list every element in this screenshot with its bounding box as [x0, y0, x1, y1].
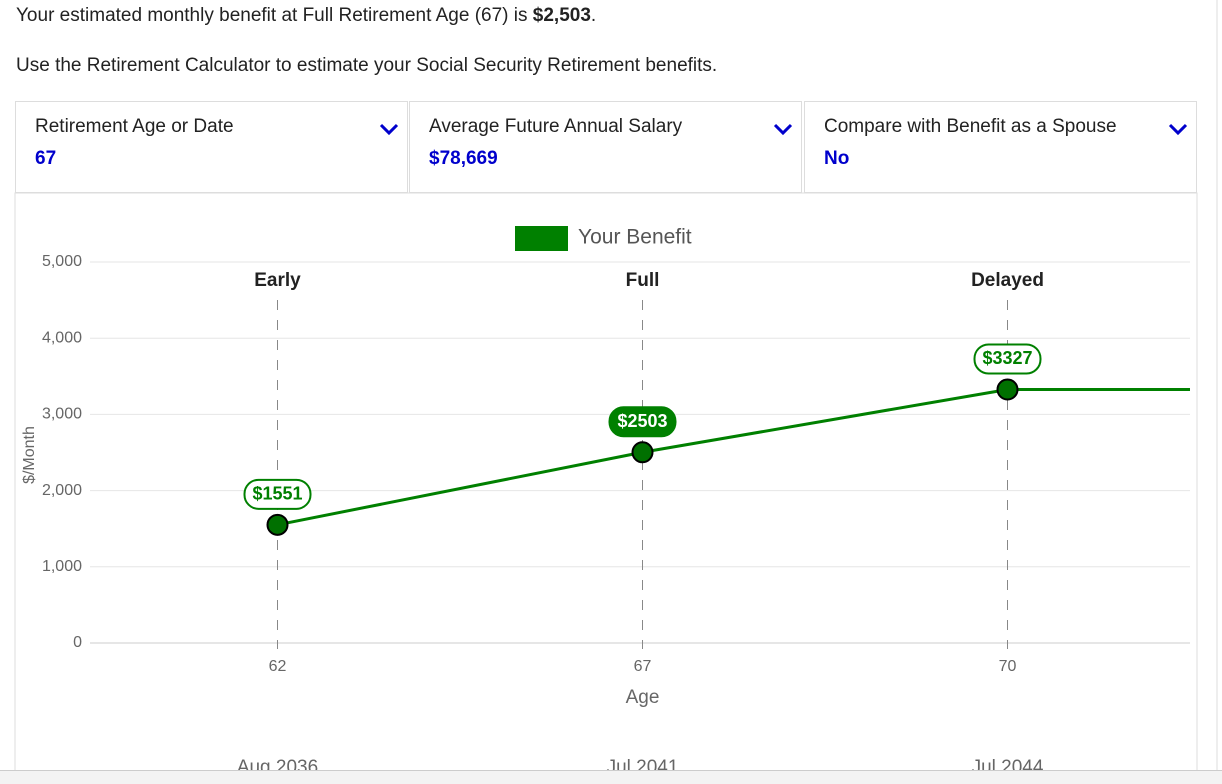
summary-end: . — [590, 5, 597, 26]
chart-panel — [14, 192, 1198, 783]
selector-value: No — [824, 148, 850, 169]
legend-label: Your Benefit — [578, 226, 692, 249]
benefit-point — [266, 513, 289, 536]
x-tick-label: 70 — [999, 658, 1017, 675]
bottom-bar — [0, 770, 1222, 784]
summary: Your estimated monthly benefit at Full R… — [16, 5, 596, 27]
x-tick-label: 62 — [269, 658, 287, 675]
summary-text: Your estimated monthly benefit at Full R… — [16, 5, 533, 26]
benefit-point — [631, 441, 654, 464]
chevron — [773, 123, 793, 136]
selector[interactable]: Retirement Age or Date 67 — [15, 101, 408, 193]
chevron — [379, 123, 399, 136]
selector[interactable]: Compare with Benefit as a Spouse No — [804, 101, 1197, 193]
selector-label: Average Future Annual Salary — [429, 116, 683, 137]
selector-label: Retirement Age or Date — [35, 116, 234, 137]
value-label: $1551 — [252, 484, 302, 504]
benefit-point — [996, 378, 1019, 401]
value-label-box — [608, 406, 677, 438]
value-label-box — [243, 478, 312, 510]
selector-value: 67 — [35, 148, 57, 169]
value-label-box — [973, 343, 1042, 375]
y-tick-label: 1,000 — [42, 558, 82, 575]
y-tick-label: 0 — [73, 634, 82, 651]
y-tick-label: 4,000 — [42, 329, 82, 346]
y-tick-label: 5,000 — [42, 253, 82, 270]
y-tick-label: 3,000 — [42, 406, 82, 423]
legend-swatch — [515, 226, 568, 251]
y-tick-label: 2,000 — [42, 482, 82, 499]
selector-value: $78,669 — [429, 148, 498, 169]
chevron — [1168, 123, 1188, 136]
milestone-label: Full — [626, 270, 660, 291]
value-label: $3327 — [982, 348, 1032, 368]
selector[interactable]: Average Future Annual Salary $78,669 — [409, 101, 802, 193]
y-axis-label: $/Month — [21, 426, 38, 484]
selector-label: Compare with Benefit as a Spouse — [824, 116, 1117, 137]
milestone-label: Delayed — [971, 270, 1044, 291]
x-axis-label: Age — [626, 687, 660, 708]
milestone-label: Early — [254, 270, 301, 291]
intro: Use the Retirement Calculator to estimat… — [16, 55, 718, 76]
value-label: $2503 — [617, 411, 667, 431]
x-tick-label: 67 — [634, 658, 652, 675]
summary-amount: $2,503 — [532, 5, 591, 26]
